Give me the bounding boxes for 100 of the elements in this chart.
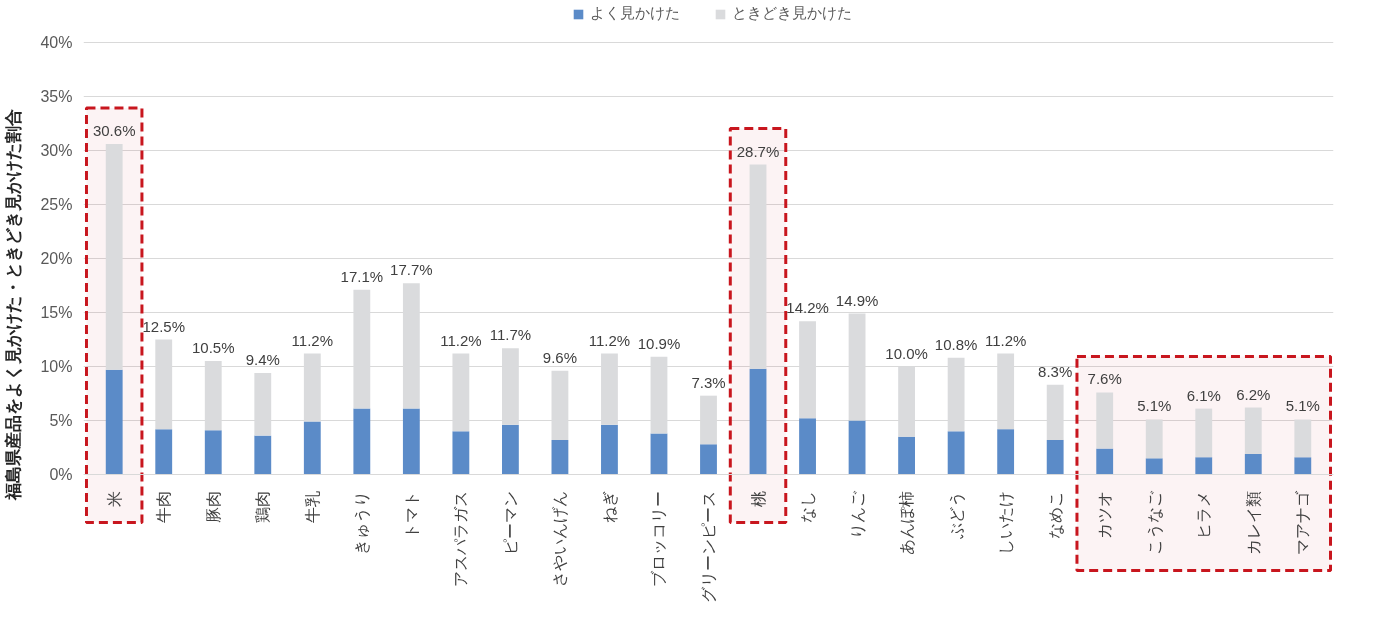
y-tick-label: 35% [40, 88, 73, 105]
bar [1294, 419, 1312, 458]
bar [1145, 458, 1163, 475]
bar [452, 431, 470, 475]
y-tick-label: 0% [49, 466, 73, 483]
total-label: 11.2% [440, 331, 482, 349]
x-tick-label: 豚肉 [203, 490, 223, 523]
y-tick-label: 5% [49, 412, 73, 429]
total-label: 11.2% [984, 331, 1027, 349]
bar [749, 368, 767, 475]
x-tick-label: トマト [401, 490, 421, 539]
bar [1244, 453, 1262, 475]
bar [303, 353, 321, 422]
x-tick-label: ヒラメ [1194, 490, 1214, 539]
bar [848, 313, 866, 421]
bar [402, 408, 420, 475]
bar [452, 353, 470, 432]
bar [898, 436, 916, 475]
bar [700, 444, 717, 475]
legend-label: ときどき見かけた [731, 4, 852, 23]
bar [650, 433, 668, 475]
x-tick-label: りんご [847, 489, 867, 539]
bar [204, 361, 222, 431]
legend-label: よく見かけた [589, 4, 680, 23]
bar [1195, 408, 1213, 458]
x-tick-label: こうなご [1144, 489, 1164, 555]
bar [700, 395, 717, 445]
total-label: 10.0% [885, 344, 928, 362]
bar [105, 369, 123, 475]
total-label: 6.1% [1186, 386, 1221, 404]
total-label: 30.6% [92, 122, 136, 140]
total-label: 8.3% [1038, 362, 1073, 380]
bar [105, 144, 123, 370]
bar [254, 372, 272, 436]
x-tick-label: グリーンピース [699, 490, 718, 603]
x-tick-label: アスパラガス [451, 490, 471, 587]
total-label: 9.6% [542, 348, 578, 366]
x-tick-label: カツオ [1095, 490, 1115, 539]
x-tick-label: あんぽ柿 [897, 490, 917, 555]
x-tick-label: さやいんげん [550, 490, 570, 587]
total-label: 6.2% [1236, 385, 1271, 403]
total-label: 5.1% [1285, 397, 1320, 415]
bar [848, 420, 866, 475]
y-axis-title: 福島県産品をよく見かけた・ときどき見かけた割合 [3, 109, 24, 501]
total-label: 14.2% [786, 299, 829, 317]
bar [799, 321, 816, 419]
bar [947, 431, 965, 475]
total-label: 11.2% [588, 331, 631, 349]
bar [551, 439, 569, 475]
bar [1096, 448, 1114, 475]
bar [650, 356, 668, 434]
x-tick-label: 牛乳 [302, 490, 322, 523]
bar [501, 348, 519, 425]
x-tick-label: 米 [104, 490, 124, 507]
y-tick-label: 10% [40, 358, 73, 375]
total-label: 10.5% [191, 339, 235, 357]
y-tick-label: 40% [40, 34, 73, 51]
bar [997, 353, 1015, 430]
total-label: 14.9% [835, 291, 879, 309]
x-tick-label: 桃 [748, 490, 768, 507]
y-tick-label: 15% [40, 304, 73, 321]
x-tick-label: ぶどう [946, 490, 966, 539]
bar [204, 430, 222, 475]
bar [1294, 457, 1312, 475]
bar [947, 357, 965, 432]
bar [551, 370, 569, 440]
x-tick-label: ピーマン [500, 490, 520, 555]
total-label: 11.2% [291, 331, 334, 349]
y-tick-label: 30% [40, 142, 73, 159]
total-label: 5.1% [1137, 397, 1172, 415]
bar [898, 366, 916, 437]
x-tick-label: ブロッコリー [649, 490, 669, 587]
bar [601, 424, 618, 475]
x-tick-label: ねぎ [599, 490, 619, 523]
bar [1096, 392, 1114, 449]
bar [501, 424, 519, 475]
bar [601, 353, 618, 425]
bar [1046, 439, 1064, 475]
bar [353, 408, 371, 475]
bar [402, 283, 420, 409]
total-label: 28.7% [736, 142, 780, 160]
total-label: 12.5% [142, 317, 186, 335]
y-tick-label: 25% [40, 196, 73, 213]
total-label: 9.4% [245, 350, 280, 368]
x-tick-label: カレイ類 [1243, 490, 1263, 555]
bar [1195, 457, 1213, 475]
bar [1244, 407, 1262, 454]
bar [254, 435, 272, 475]
x-tick-label: きゅうり [352, 490, 372, 555]
total-label: 7.3% [691, 373, 726, 391]
x-tick-label: なし [798, 490, 818, 523]
total-label: 17.1% [340, 267, 384, 285]
bar [997, 429, 1015, 475]
bar [155, 339, 173, 430]
x-tick-label: 鶏肉 [253, 490, 273, 523]
bar [353, 289, 371, 409]
x-tick-label: なめこ [1045, 490, 1065, 539]
x-tick-label: マアナゴ [1293, 489, 1313, 555]
bar [749, 164, 767, 369]
bar [1145, 419, 1163, 459]
